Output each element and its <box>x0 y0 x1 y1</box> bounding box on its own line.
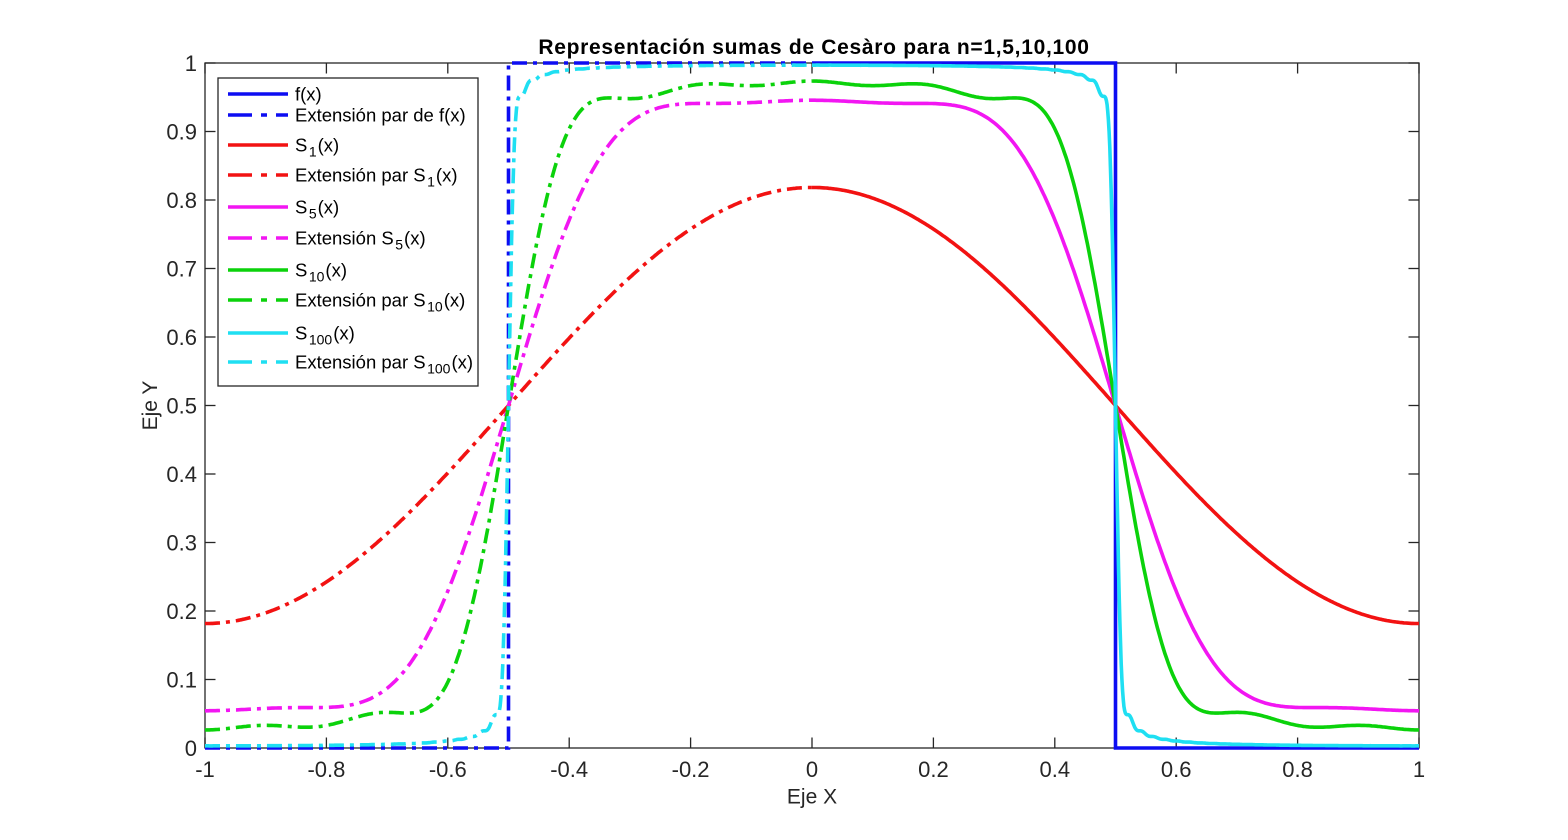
svg-text:0.3: 0.3 <box>166 531 197 556</box>
svg-text:Extensión S5(x): Extensión S 5(x) <box>295 228 426 253</box>
svg-text:0.8: 0.8 <box>166 188 197 213</box>
svg-text:0.4: 0.4 <box>1040 757 1071 782</box>
svg-text:0: 0 <box>806 757 818 782</box>
svg-text:1: 1 <box>185 51 197 76</box>
svg-text:-0.6: -0.6 <box>429 757 467 782</box>
svg-text:0.7: 0.7 <box>166 257 197 282</box>
svg-text:S1(x): S 1(x) <box>295 135 339 160</box>
svg-text:0.4: 0.4 <box>166 462 197 487</box>
svg-text:0.5: 0.5 <box>166 394 197 419</box>
svg-text:Extensión par S10(x): Extensión par S 10(x) <box>295 290 465 315</box>
svg-text:S5(x): S 5(x) <box>295 197 339 222</box>
svg-text:Eje Y: Eje Y <box>139 381 162 431</box>
svg-text:Representación sumas de Cesàro: Representación sumas de Cesàro para n=1,… <box>538 36 1089 59</box>
svg-text:0.8: 0.8 <box>1282 757 1313 782</box>
svg-text:-0.2: -0.2 <box>672 757 710 782</box>
svg-text:-1: -1 <box>195 757 215 782</box>
svg-text:0.6: 0.6 <box>166 325 197 350</box>
svg-text:-0.4: -0.4 <box>550 757 588 782</box>
svg-text:Extensión par de f(x): Extensión par de f(x) <box>295 105 466 126</box>
svg-text:0.9: 0.9 <box>166 120 197 145</box>
svg-text:0.6: 0.6 <box>1161 757 1192 782</box>
svg-text:0: 0 <box>185 736 197 761</box>
svg-text:0.2: 0.2 <box>166 599 197 624</box>
svg-text:Eje X: Eje X <box>787 786 837 809</box>
svg-text:0.2: 0.2 <box>918 757 949 782</box>
svg-text:-0.8: -0.8 <box>307 757 345 782</box>
svg-text:1: 1 <box>1413 757 1425 782</box>
svg-text:f(x): f(x) <box>295 84 322 105</box>
svg-text:0.1: 0.1 <box>166 668 197 693</box>
